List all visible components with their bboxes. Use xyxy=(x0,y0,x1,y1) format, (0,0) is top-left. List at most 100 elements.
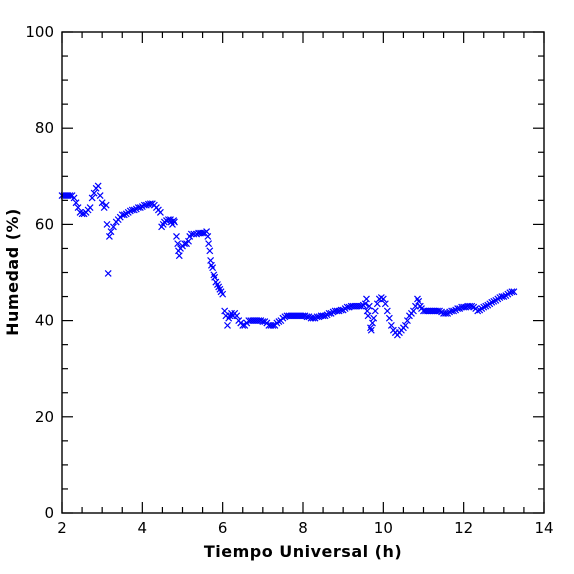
data-point-stroke xyxy=(167,216,174,224)
data-point xyxy=(365,302,373,310)
data-point xyxy=(105,232,113,240)
data-point-stroke xyxy=(337,306,345,314)
data-point-stroke xyxy=(371,307,379,315)
data-point-stroke xyxy=(187,230,195,238)
data-point-stroke xyxy=(468,302,476,310)
data-point xyxy=(303,313,311,321)
data-point xyxy=(94,182,102,190)
data-point xyxy=(174,240,182,248)
data-point-stroke xyxy=(88,194,96,202)
data-point xyxy=(325,309,333,317)
data-point xyxy=(88,194,96,202)
data-point-stroke xyxy=(118,211,126,219)
x-tick-label: 14 xyxy=(534,519,553,537)
data-point-stroke xyxy=(204,232,212,240)
data-point xyxy=(96,192,104,199)
x-tick-label: 8 xyxy=(298,519,308,537)
data-point-stroke xyxy=(185,237,192,245)
data-point-stroke xyxy=(90,189,98,197)
x-tick-label: 6 xyxy=(218,519,228,537)
data-point xyxy=(510,288,518,296)
data-point-stroke xyxy=(215,283,223,291)
data-point-stroke xyxy=(343,303,351,311)
data-point-stroke xyxy=(104,270,112,277)
data-point-stroke xyxy=(361,300,369,308)
data-point xyxy=(415,297,423,305)
data-point-stroke xyxy=(508,288,516,296)
data-point-stroke xyxy=(224,321,231,329)
axis-ticks xyxy=(61,31,545,514)
data-point-stroke xyxy=(369,319,376,327)
data-point-stroke xyxy=(403,317,411,325)
data-point xyxy=(442,309,450,317)
data-point xyxy=(156,208,164,216)
data-point-stroke xyxy=(379,295,387,303)
data-point-stroke xyxy=(216,285,224,293)
x-axis-label: Tiempo Universal (h) xyxy=(204,542,402,561)
data-point xyxy=(381,300,389,308)
data-point-stroke xyxy=(365,302,373,310)
x-tick-label: 12 xyxy=(454,519,473,537)
data-point xyxy=(370,314,378,322)
data-point-stroke xyxy=(109,223,117,231)
data-point-stroke xyxy=(66,192,74,199)
data-point xyxy=(206,247,214,255)
data-point-stroke xyxy=(98,199,106,207)
data-point xyxy=(337,306,345,314)
data-point-stroke xyxy=(128,206,136,214)
data-point-stroke xyxy=(367,326,375,334)
data-point-stroke xyxy=(383,307,391,315)
data-point-stroke xyxy=(416,302,424,310)
data-point xyxy=(387,321,395,329)
data-point xyxy=(102,201,110,209)
plot-frame xyxy=(61,31,545,514)
data-point-stroke xyxy=(174,240,182,248)
data-point xyxy=(363,295,370,303)
data-point xyxy=(385,314,393,322)
y-axis-label: Humedad (%) xyxy=(3,208,22,336)
data-point xyxy=(98,199,106,207)
data-point-stroke xyxy=(412,302,419,310)
data-point-stroke xyxy=(94,182,102,190)
data-point-stroke xyxy=(313,313,321,321)
data-point xyxy=(410,307,417,315)
data-point-stroke xyxy=(209,264,217,272)
data-point xyxy=(107,228,115,236)
data-point-stroke xyxy=(210,271,218,279)
data-point-stroke xyxy=(367,324,374,332)
data-point-stroke xyxy=(309,314,317,322)
data-point xyxy=(373,300,381,308)
data-point xyxy=(219,290,227,298)
data-point xyxy=(66,192,74,199)
data-point-stroke xyxy=(156,208,164,216)
data-point xyxy=(90,189,98,197)
data-point xyxy=(209,264,217,272)
data-point-stroke xyxy=(436,307,444,315)
data-point xyxy=(171,218,178,226)
data-point xyxy=(269,321,277,329)
data-point xyxy=(86,204,94,212)
data-point xyxy=(508,288,516,296)
data-point xyxy=(371,307,379,315)
data-point-stroke xyxy=(78,210,86,218)
data-point-stroke xyxy=(219,290,227,298)
data-point-stroke xyxy=(171,218,178,226)
y-tick-label: 40 xyxy=(35,312,54,330)
data-point-stroke xyxy=(498,293,506,300)
data-point-stroke xyxy=(213,281,221,288)
data-point xyxy=(70,194,78,202)
y-tick-label: 100 xyxy=(25,23,54,41)
data-point-stroke xyxy=(370,314,378,322)
data-point-stroke xyxy=(373,300,381,308)
data-point-stroke xyxy=(387,321,395,329)
data-point-stroke xyxy=(173,232,180,240)
data-point-stroke xyxy=(415,297,423,305)
data-point-stroke xyxy=(269,321,277,329)
data-point-stroke xyxy=(259,318,267,326)
data-point-stroke xyxy=(385,314,393,322)
data-point xyxy=(309,314,317,322)
data-point xyxy=(104,270,112,277)
x-tick-label: 10 xyxy=(374,519,393,537)
tick-labels: 2 4 6 8 10 12 14 0 20 40 60 80 100 xyxy=(25,23,553,537)
data-point-stroke xyxy=(205,240,213,248)
